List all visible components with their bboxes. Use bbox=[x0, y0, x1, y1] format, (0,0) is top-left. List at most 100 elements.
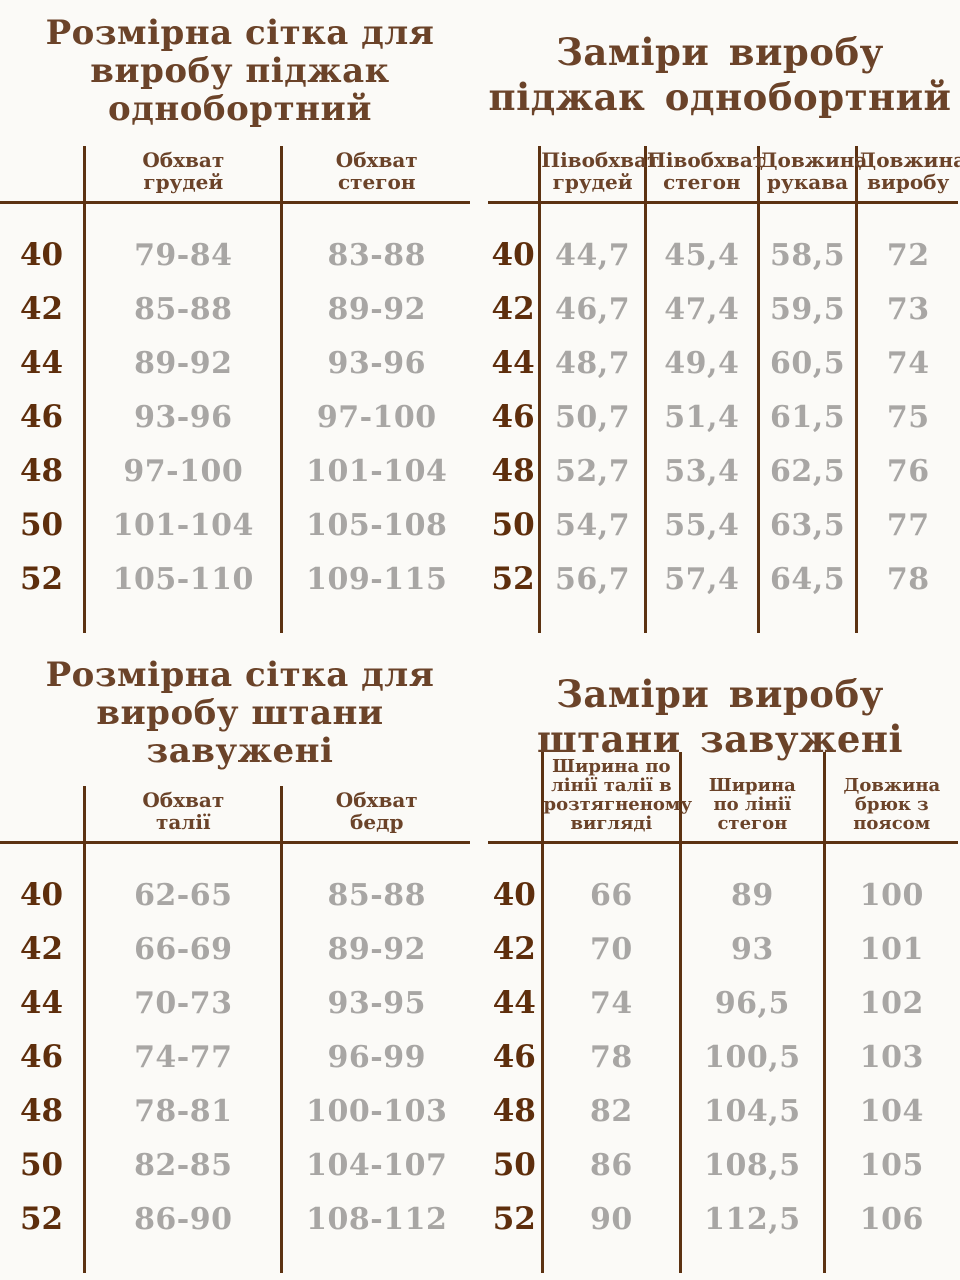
spacer-cell bbox=[822, 842, 958, 868]
column-header: Обхват стегон bbox=[280, 146, 470, 204]
size-cell: 48 bbox=[491, 453, 535, 489]
value-cell: 105-108 bbox=[280, 498, 470, 552]
value-cell: 45,4 bbox=[643, 228, 759, 282]
size-cell: 46 bbox=[19, 399, 64, 435]
spacer-cell bbox=[280, 842, 470, 868]
footer-gap-row bbox=[0, 1246, 470, 1273]
value-cell: 108-112 bbox=[280, 1192, 470, 1246]
table-row: 46 93-96 97-100 bbox=[0, 390, 470, 444]
size-cell: 44 bbox=[492, 985, 536, 1021]
value-cell: 97-100 bbox=[83, 444, 282, 498]
size-cell: 52 bbox=[491, 561, 535, 597]
size-cell: 46 bbox=[492, 1039, 536, 1075]
size-cell: 44 bbox=[19, 985, 64, 1021]
value-cell: 104,5 bbox=[679, 1084, 825, 1138]
value-cell: 78 bbox=[540, 1030, 681, 1084]
value-cell: 89-92 bbox=[280, 282, 470, 336]
table-row: 52 90 112,5 106 bbox=[488, 1192, 958, 1246]
value-cell: 66-69 bbox=[83, 922, 282, 976]
table-row: 44 74 96,5 102 bbox=[488, 976, 958, 1030]
spacer-cell bbox=[822, 1246, 958, 1273]
value-cell: 93 bbox=[679, 922, 825, 976]
column-header: Обхват бедр bbox=[280, 786, 470, 844]
spacer-cell bbox=[280, 1246, 470, 1273]
value-cell: 82-85 bbox=[83, 1138, 282, 1192]
size-cell: 42 bbox=[491, 291, 535, 327]
table-wrapper: Півобхват грудей Півобхват стегон Довжина рук… bbox=[488, 146, 960, 633]
spacer-cell bbox=[756, 202, 857, 228]
spacer-cell bbox=[83, 842, 282, 868]
size-cell: 50 bbox=[19, 507, 64, 543]
value-cell: 96,5 bbox=[679, 976, 825, 1030]
header-gap-row bbox=[488, 842, 958, 868]
value-cell: 89-92 bbox=[83, 336, 282, 390]
value-cell: 70-73 bbox=[83, 976, 282, 1030]
value-cell: 85-88 bbox=[83, 282, 282, 336]
value-cell: 89 bbox=[679, 868, 825, 922]
table-row: 50 101-104 105-108 bbox=[0, 498, 470, 552]
value-cell: 105 bbox=[822, 1138, 958, 1192]
size-column-header bbox=[0, 786, 85, 844]
value-cell: 100-103 bbox=[280, 1084, 470, 1138]
table-row: 44 70-73 93-95 bbox=[0, 976, 470, 1030]
value-cell: 72 bbox=[855, 228, 958, 282]
value-cell: 101-104 bbox=[83, 498, 282, 552]
value-cell: 66 bbox=[540, 868, 681, 922]
value-cell: 101 bbox=[822, 922, 958, 976]
value-cell: 93-96 bbox=[83, 390, 282, 444]
header-row: Обхват талії Обхват бедр bbox=[0, 786, 470, 844]
value-cell: 78-81 bbox=[83, 1084, 282, 1138]
table-row: 44 89-92 93-96 bbox=[0, 336, 470, 390]
value-cell: 97-100 bbox=[280, 390, 470, 444]
size-cell: 42 bbox=[19, 291, 64, 327]
table-row: 48 78-81 100-103 bbox=[0, 1084, 470, 1138]
table-title: Розмірна сітка для виробу штани завужені bbox=[45, 655, 435, 772]
size-column-header bbox=[0, 146, 85, 204]
footer-gap-row bbox=[488, 606, 958, 633]
value-cell: 78 bbox=[855, 552, 958, 606]
value-cell: 108,5 bbox=[679, 1138, 825, 1192]
spacer-cell bbox=[855, 606, 958, 633]
value-cell: 93-95 bbox=[280, 976, 470, 1030]
pants-size-grid-table: Обхват талії Обхват бедр 40 62-65 85-88 42 66-69… bbox=[0, 786, 470, 1273]
spacer-cell bbox=[488, 606, 540, 633]
table-row: 42 66-69 89-92 bbox=[0, 922, 470, 976]
value-cell: 104 bbox=[822, 1084, 958, 1138]
section-jacket-size-grid: Розмірна сітка для виробу піджак однобортн… bbox=[0, 0, 480, 640]
value-cell: 62-65 bbox=[83, 868, 282, 922]
table-row: 42 70 93 101 bbox=[488, 922, 958, 976]
table-row: 52 105-110 109-115 bbox=[0, 552, 470, 606]
value-cell: 79-84 bbox=[83, 228, 282, 282]
header-gap-row bbox=[0, 202, 470, 228]
value-cell: 104-107 bbox=[280, 1138, 470, 1192]
size-cell: 44 bbox=[19, 345, 64, 381]
size-cell: 46 bbox=[19, 1039, 64, 1075]
value-cell: 75 bbox=[855, 390, 958, 444]
header-gap-row bbox=[488, 202, 958, 228]
footer-gap-row bbox=[488, 1246, 958, 1273]
size-cell: 50 bbox=[19, 1147, 64, 1183]
value-cell: 74 bbox=[855, 336, 958, 390]
spacer-cell bbox=[643, 202, 759, 228]
size-cell: 40 bbox=[19, 877, 64, 913]
table-title: Розмірна сітка для виробу піджак однобортн… bbox=[45, 13, 435, 130]
value-cell: 83-88 bbox=[280, 228, 470, 282]
column-header: Ширина по лінії стегон bbox=[679, 752, 825, 844]
value-cell: 86 bbox=[540, 1138, 681, 1192]
value-cell: 57,4 bbox=[643, 552, 759, 606]
table-row: 42 85-88 89-92 bbox=[0, 282, 470, 336]
spacer-cell bbox=[488, 842, 542, 868]
spacer-cell bbox=[855, 202, 958, 228]
size-cell: 42 bbox=[492, 931, 536, 967]
header-row: Ширина по лінії талії в розтягненому вигляд… bbox=[488, 752, 958, 844]
column-header: Довжина виробу bbox=[855, 146, 960, 204]
jacket-measurements-table: Півобхват грудей Півобхват стегон Довжина рук… bbox=[488, 146, 960, 633]
column-header: Обхват грудей bbox=[83, 146, 282, 204]
value-cell: 74-77 bbox=[83, 1030, 282, 1084]
value-cell: 63,5 bbox=[756, 498, 857, 552]
spacer-cell bbox=[83, 1246, 282, 1273]
value-cell: 44,7 bbox=[538, 228, 646, 282]
table-wrapper: Ширина по лінії талії в розтягненому вигляд… bbox=[488, 752, 958, 1273]
spacer-cell bbox=[280, 202, 470, 228]
value-cell: 60,5 bbox=[756, 336, 857, 390]
